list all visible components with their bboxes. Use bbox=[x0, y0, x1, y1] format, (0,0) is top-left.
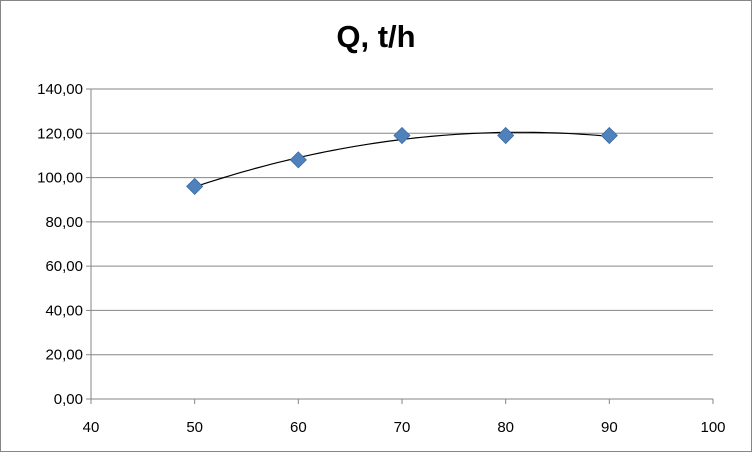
x-tick-label: 90 bbox=[601, 419, 618, 436]
y-tick-label: 140,00 bbox=[37, 81, 83, 98]
x-tick-label: 70 bbox=[394, 419, 411, 436]
y-tick-label: 80,00 bbox=[45, 214, 83, 231]
data-point-marker bbox=[600, 126, 618, 145]
x-tick-label: 100 bbox=[700, 419, 725, 436]
y-tick-label: 0,00 bbox=[54, 391, 83, 408]
y-tick-label: 60,00 bbox=[45, 258, 83, 275]
data-point-marker bbox=[289, 151, 307, 169]
y-tick-label: 100,00 bbox=[37, 170, 83, 187]
data-point-marker bbox=[497, 126, 515, 145]
chart-title: Q, t/h bbox=[336, 19, 416, 54]
data-point-marker bbox=[393, 126, 411, 145]
x-tick-label: 50 bbox=[186, 419, 203, 436]
y-tick-label: 40,00 bbox=[45, 302, 83, 319]
y-tick-label: 20,00 bbox=[45, 347, 83, 364]
x-tick-label: 80 bbox=[497, 419, 514, 436]
data-point-marker bbox=[186, 177, 204, 195]
y-tick-label: 120,00 bbox=[37, 125, 83, 142]
x-tick-label: 60 bbox=[290, 419, 307, 436]
x-tick-label: 40 bbox=[83, 419, 100, 436]
